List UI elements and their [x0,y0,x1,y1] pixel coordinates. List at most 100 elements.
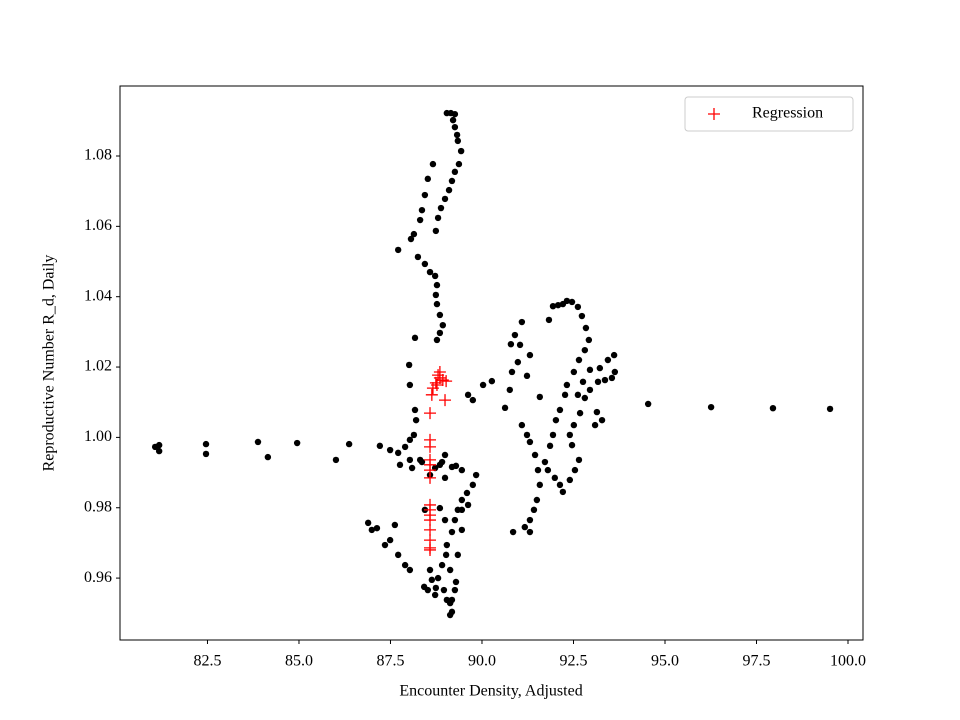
legend-label: Regression [752,105,823,122]
point [530,506,538,514]
point [568,298,576,306]
point [446,566,454,574]
point [707,403,715,411]
legend-box [684,96,854,132]
point [579,378,587,386]
point [386,446,394,454]
point [574,391,582,399]
point [523,431,531,439]
point [202,440,210,448]
point [386,536,394,544]
point [549,431,557,439]
y-tick-label: 1.08 [84,147,112,164]
point [264,453,272,461]
point [381,541,389,549]
point [424,175,432,183]
point [464,391,472,399]
point [458,496,466,504]
y-axis-label: Reproductive Number R_d, Daily [41,255,58,472]
point [506,386,514,394]
point [407,235,415,243]
point [608,374,616,382]
y-tick-label: 1.04 [84,287,112,304]
point [594,378,602,386]
point [424,440,437,453]
point [426,268,434,276]
point [518,421,526,429]
point [561,391,569,399]
point [442,551,450,559]
point [563,297,571,305]
point [155,441,163,449]
point [464,501,472,509]
point [432,227,440,235]
point [469,396,477,404]
point [508,368,516,376]
point [571,466,579,474]
point [376,442,384,450]
point [436,329,444,337]
point [396,461,404,469]
x-tick-label: 92.5 [559,653,587,670]
point [511,331,519,339]
point [432,291,440,299]
x-tick-label: 85.0 [285,653,313,670]
point [451,123,459,131]
point [432,584,440,592]
point [452,578,460,586]
point [421,191,429,199]
point [536,393,544,401]
point [610,351,618,359]
point [479,381,487,389]
point [443,541,451,549]
y-tick-label: 1.02 [84,358,112,375]
point [585,336,593,344]
point [644,400,652,408]
point [441,474,449,482]
point [501,404,509,412]
point [596,364,604,372]
point [566,431,574,439]
point [526,438,534,446]
point [408,464,416,472]
point [568,441,576,449]
point [586,366,594,374]
point [410,431,418,439]
point [433,281,441,289]
point [440,375,453,388]
point [368,526,376,534]
point [458,466,466,474]
point [451,110,459,118]
point [406,566,414,574]
point [394,246,402,254]
point [582,324,590,332]
point [436,311,444,319]
point [418,206,426,214]
point [293,439,301,447]
point [414,253,422,261]
point [769,404,777,412]
point [446,599,454,607]
x-axis-label: Encounter Density, Adjusted [399,683,582,700]
point [410,230,418,238]
point [412,416,420,424]
point [364,519,372,527]
point [488,377,496,385]
point [591,421,599,429]
point [406,381,414,389]
point [570,421,578,429]
point [546,442,554,450]
point [556,481,564,489]
point [431,272,439,280]
point [394,449,402,457]
point [541,458,549,466]
point [526,516,534,524]
point [441,516,449,524]
point [448,177,456,185]
point [432,369,445,382]
point [155,447,163,455]
point [373,524,381,532]
x-tick-label: 90.0 [468,653,496,670]
point [451,516,459,524]
